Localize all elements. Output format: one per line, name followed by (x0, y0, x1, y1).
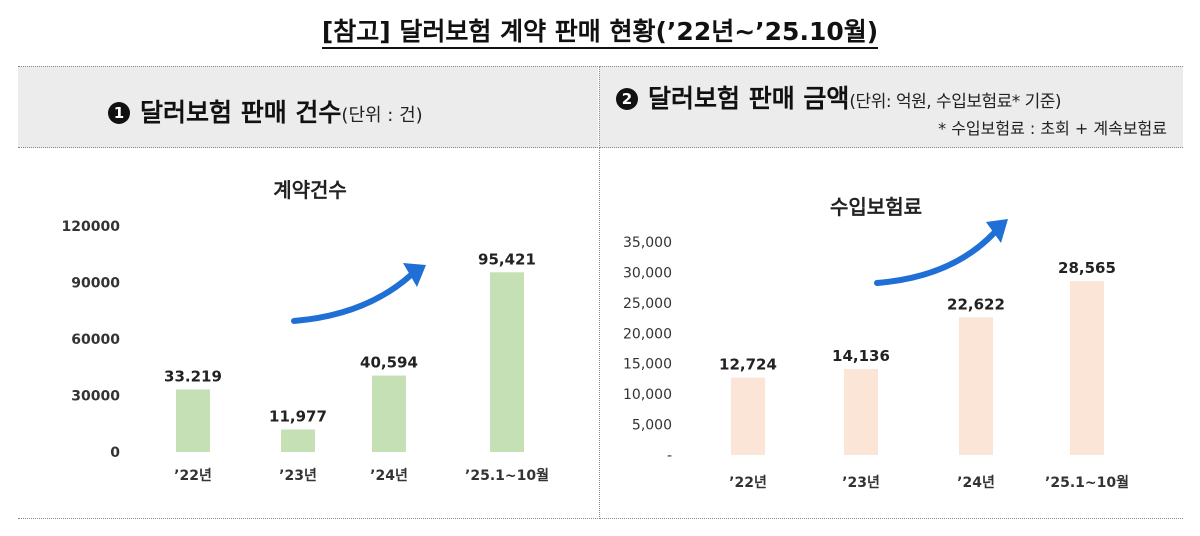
bar (490, 272, 524, 452)
y-tick-label: 90000 (71, 276, 120, 292)
y-tick-label: 30,000 (623, 265, 672, 281)
category-label: ’22년 (174, 468, 212, 484)
number-badge-2: 2 (616, 88, 638, 110)
trend-arrowhead-icon (986, 219, 1008, 243)
bar (281, 429, 315, 452)
trend-arrow-icon (291, 272, 414, 324)
bar (1070, 281, 1104, 455)
category-label: ’25.1~10월 (465, 467, 549, 484)
bar (372, 375, 406, 452)
bar (844, 368, 878, 455)
y-tick-label: 20,000 (623, 326, 672, 342)
y-tick-label: 120000 (62, 219, 121, 235)
category-label: ’23년 (279, 468, 317, 484)
y-tick-label: 5,000 (632, 418, 672, 434)
y-tick-label: 10,000 (623, 387, 672, 403)
panel-count-heading: 1 달러보험 판매 건수(단위 : 건) (108, 93, 423, 129)
page-title-text: [참고] 달러보험 계약 판매 현황(’22년~’25.10월) (321, 17, 879, 49)
data-label: 12,724 (719, 356, 777, 374)
chart-contract-count-svg: 계약건수 0 30000 60000 90000 120000 33.219 ’22년 11,9… (62, 178, 549, 484)
trend-arrow-icon (874, 230, 997, 286)
data-label: 40,594 (360, 354, 418, 372)
category-label: ’23년 (842, 475, 880, 491)
data-label: 11,977 (269, 407, 327, 425)
chart-premium-income-svg: 수입보험료 - 5,000 10,000 15,000 20,000 25,000 30,00… (623, 195, 1129, 491)
panel-amount-unit: (단위: 억원, 수입보험료* 기준) (849, 92, 1062, 112)
panel-count-header: 1 달러보험 판매 건수(단위 : 건) (18, 66, 598, 148)
bar (959, 317, 993, 455)
y-tick-label: - (667, 448, 672, 464)
data-label: 14,136 (832, 347, 890, 365)
category-label: ’24년 (957, 475, 995, 491)
chart-title: 수입보험료 (830, 195, 922, 219)
y-tick-label: 30000 (71, 389, 120, 405)
data-label: 33.219 (164, 367, 222, 385)
data-label: 95,421 (478, 250, 536, 268)
bar (176, 389, 210, 452)
panel-count-unit: (단위 : 건) (341, 105, 423, 126)
number-badge-1: 1 (108, 102, 130, 124)
panel-amount-title: 달러보험 판매 금액 (648, 84, 850, 113)
category-label: ’25.1~10월 (1045, 474, 1129, 491)
category-label: ’22년 (729, 475, 767, 491)
data-label: 28,565 (1058, 259, 1116, 277)
trend-arrowhead-icon (403, 263, 426, 287)
panel-amount-heading: 2 달러보험 판매 금액(단위: 억원, 수입보험료* 기준) (616, 79, 1062, 115)
y-tick-label: 0 (110, 445, 120, 461)
chart-title: 계약건수 (273, 178, 347, 202)
panel-amount-header: 2 달러보험 판매 금액(단위: 억원, 수입보험료* 기준) * 수입보험료 :… (599, 66, 1183, 148)
y-tick-label: 35,000 (623, 235, 672, 251)
panel-amount-footnote: * 수입보험료 : 초회 + 계속보험료 (938, 119, 1167, 138)
panel-count-title: 달러보험 판매 건수 (140, 98, 342, 127)
category-label: ’24년 (370, 468, 408, 484)
bar (731, 377, 765, 455)
y-tick-label: 25,000 (623, 296, 672, 312)
chart-premium-income: 수입보험료 - 5,000 10,000 15,000 20,000 25,000 30,00… (599, 147, 1183, 519)
data-label: 22,622 (947, 295, 1005, 313)
y-tick-label: 60000 (71, 332, 120, 348)
page-title: [참고] 달러보험 계약 판매 현황(’22년~’25.10월) (0, 12, 1200, 49)
chart-contract-count: 계약건수 0 30000 60000 90000 120000 33.219 ’22년 11,9… (18, 147, 598, 519)
y-tick-label: 15,000 (623, 357, 672, 373)
